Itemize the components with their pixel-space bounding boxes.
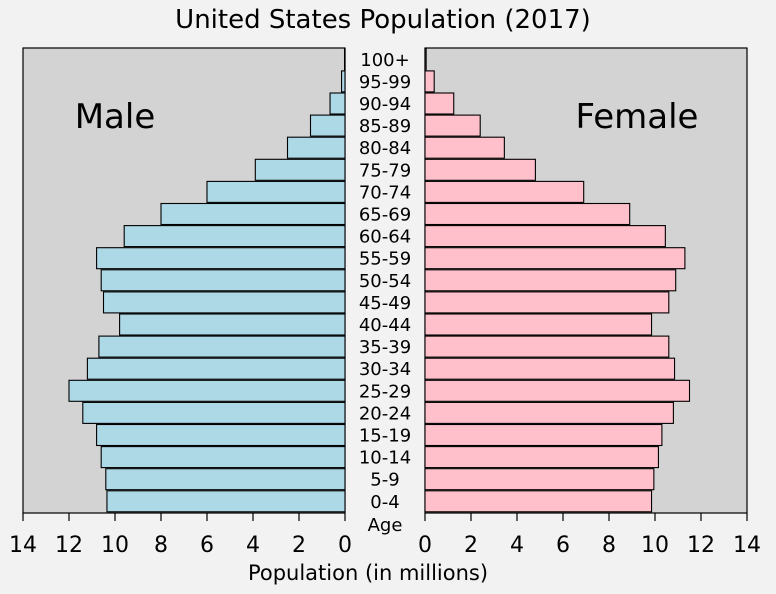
male-bar-75-79 — [254, 158, 346, 181]
female-bar-60-64 — [424, 225, 666, 248]
female-x-tick-label-12: 12 — [687, 533, 715, 558]
male-bar-0-4 — [106, 490, 346, 513]
age-label-50-54: 50-54 — [359, 271, 411, 292]
female-bar-25-29 — [424, 379, 691, 402]
male-bar-65-69 — [160, 202, 346, 226]
age-label-45-49: 45-49 — [359, 293, 411, 314]
age-label-25-29: 25-29 — [359, 381, 411, 402]
age-label-10-14: 10-14 — [359, 448, 411, 469]
age-label-85-89: 85-89 — [359, 116, 411, 137]
male-bar-30-34 — [86, 357, 346, 380]
male-panel: Male — [22, 47, 346, 514]
female-bar-85-89 — [424, 114, 481, 137]
female-x-tick-label-2: 2 — [464, 533, 478, 558]
female-bar-65-69 — [424, 202, 631, 226]
age-group-labels: 100+95-9990-9485-8980-8475-7970-7465-696… — [359, 50, 411, 513]
female-bar-40-44 — [424, 313, 653, 336]
female-bar-35-39 — [424, 335, 670, 358]
male-bar-25-29 — [68, 379, 346, 402]
female-x-tick-label-4: 4 — [510, 533, 524, 558]
male-bar-90-94 — [329, 92, 346, 115]
age-label-100+: 100+ — [360, 50, 409, 71]
female-bar-80-84 — [424, 136, 505, 159]
female-x-tick-label-8: 8 — [602, 533, 616, 558]
female-panel-label: Female — [576, 97, 699, 137]
female-x-tick-label-0: 0 — [418, 533, 432, 558]
female-bar-0-4 — [424, 490, 653, 513]
male-x-tick-label-4: 4 — [246, 533, 260, 558]
age-axis-label: Age — [368, 515, 403, 536]
age-label-35-39: 35-39 — [359, 337, 411, 358]
female-x-axis: 0 2 4 6 8 10 12 14 — [418, 513, 761, 558]
age-label-30-34: 30-34 — [359, 359, 411, 380]
female-x-tick-label-14: 14 — [733, 533, 761, 558]
male-bar-50-54 — [100, 269, 346, 292]
x-axis-label: Population (in millions) — [248, 561, 488, 585]
male-bar-95-99 — [340, 70, 346, 93]
age-label-60-64: 60-64 — [359, 227, 411, 248]
female-x-tick-label-10: 10 — [641, 533, 669, 558]
female-bar-10-14 — [424, 446, 659, 469]
male-x-tick-label-12: 12 — [55, 533, 83, 558]
age-label-75-79: 75-79 — [359, 160, 411, 181]
male-x-axis: 0 2 4 6 8 10 12 14 — [9, 513, 352, 558]
female-bar-20-24 — [424, 401, 674, 424]
female-bar-15-19 — [424, 423, 663, 447]
male-bars — [68, 48, 346, 513]
age-label-80-84: 80-84 — [359, 138, 411, 159]
male-bar-35-39 — [98, 335, 346, 358]
age-label-90-94: 90-94 — [359, 94, 411, 115]
chart-title: United States Population (2017) — [175, 5, 591, 35]
age-label-40-44: 40-44 — [359, 315, 411, 336]
male-x-tick-label-0: 0 — [338, 533, 352, 558]
male-bar-40-44 — [119, 313, 346, 336]
male-x-tick-label-2: 2 — [292, 533, 306, 558]
female-bar-30-34 — [424, 357, 676, 380]
female-bar-95-99 — [424, 70, 435, 93]
age-label-15-19: 15-19 — [359, 426, 411, 447]
female-bar-90-94 — [424, 92, 455, 115]
male-bar-45-49 — [102, 291, 346, 314]
male-bar-10-14 — [100, 446, 346, 469]
male-x-tick-label-10: 10 — [101, 533, 129, 558]
female-panel: Female — [424, 47, 748, 514]
male-bar-55-59 — [96, 247, 346, 270]
male-bar-85-89 — [309, 114, 346, 137]
male-x-tick-label-6: 6 — [200, 533, 214, 558]
male-x-tick-label-14: 14 — [9, 533, 37, 558]
age-label-95-99: 95-99 — [359, 72, 411, 93]
male-bar-60-64 — [123, 225, 346, 248]
female-bar-70-74 — [424, 180, 585, 203]
male-bar-80-84 — [286, 136, 346, 159]
age-label-70-74: 70-74 — [359, 182, 411, 203]
male-x-tick-label-8: 8 — [154, 533, 168, 558]
male-bar-5-9 — [105, 468, 346, 491]
female-bar-100+ — [424, 48, 427, 71]
male-bar-15-19 — [96, 423, 346, 447]
male-panel-label: Male — [75, 97, 156, 137]
female-bar-45-49 — [424, 291, 670, 314]
female-x-tick-label-6: 6 — [556, 533, 570, 558]
female-bar-75-79 — [424, 158, 536, 181]
female-bar-50-54 — [424, 269, 677, 292]
age-label-0-4: 0-4 — [370, 492, 399, 513]
age-label-20-24: 20-24 — [359, 403, 411, 424]
male-bar-20-24 — [82, 401, 346, 424]
female-bar-5-9 — [424, 468, 655, 491]
age-label-55-59: 55-59 — [359, 249, 411, 270]
age-label-65-69: 65-69 — [359, 205, 411, 226]
male-bar-70-74 — [206, 180, 346, 203]
female-bars — [424, 48, 691, 513]
age-label-5-9: 5-9 — [370, 470, 399, 491]
female-bar-55-59 — [424, 247, 686, 270]
